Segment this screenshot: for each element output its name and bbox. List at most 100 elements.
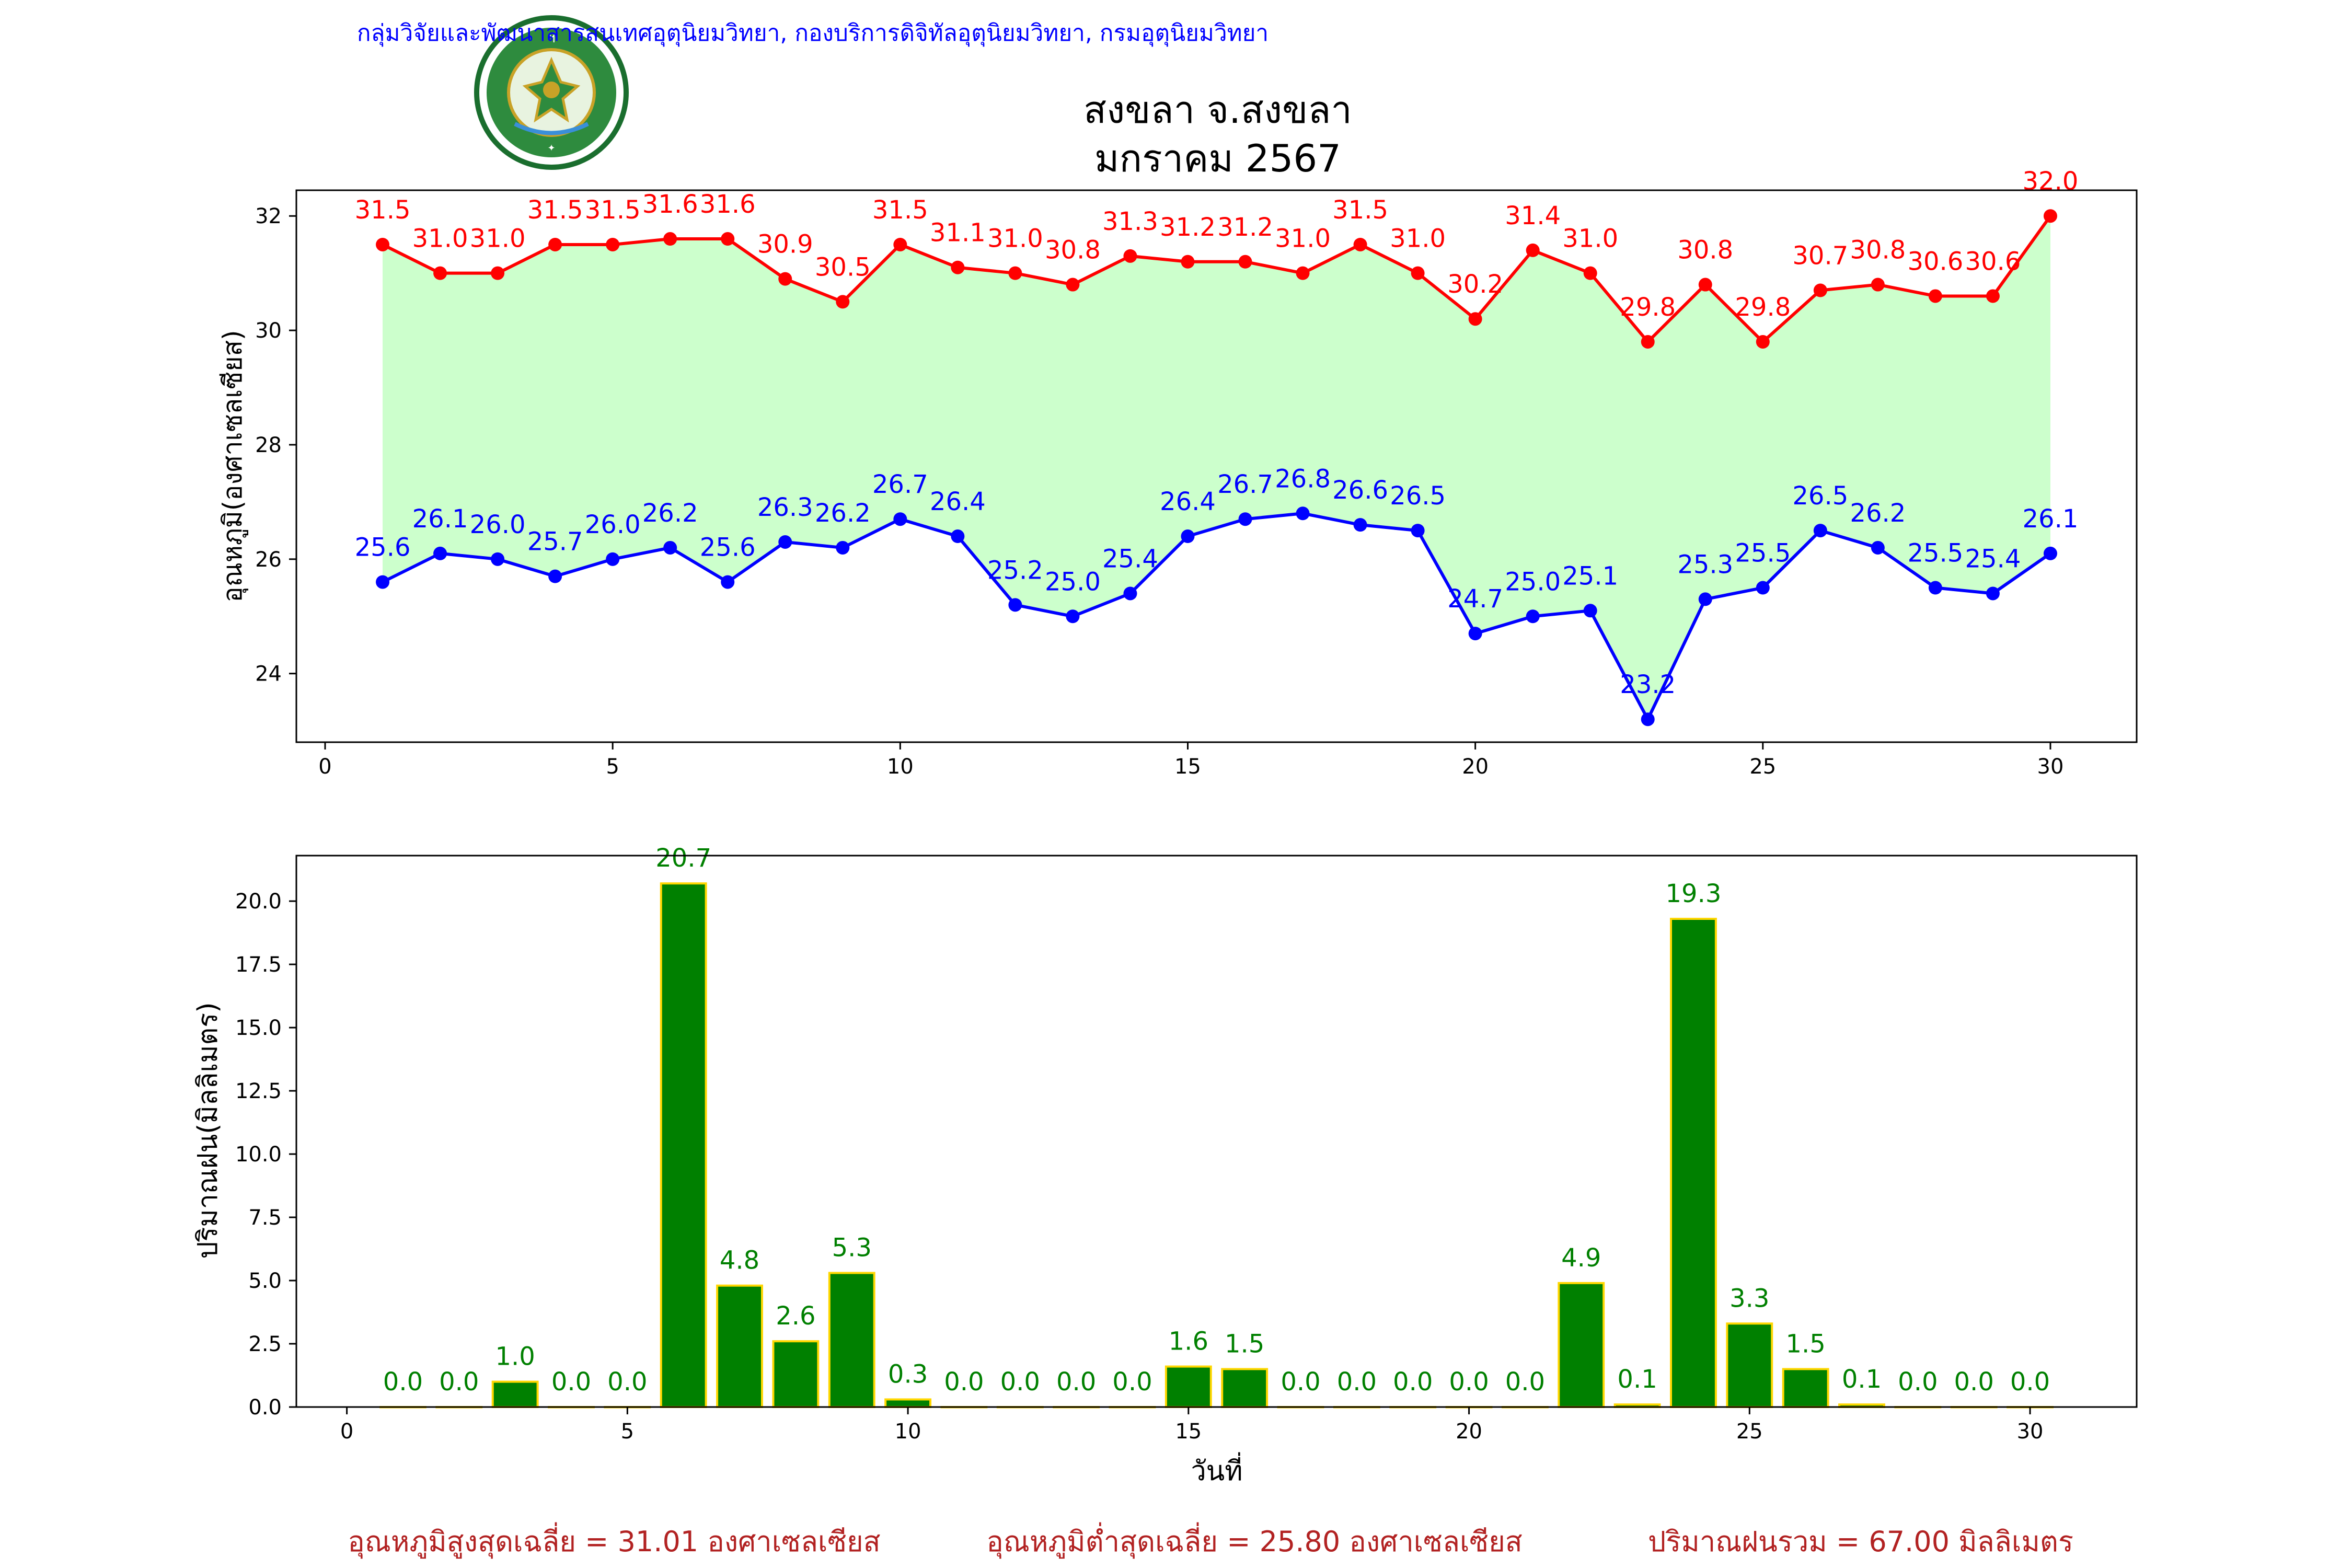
- max-temperature-point-day-19: [1411, 266, 1425, 280]
- min-temperature-point-day-19: [1411, 524, 1425, 538]
- rainfall-bar-day-22: [1558, 1282, 1605, 1408]
- min-temperature-label-day-10: 26.7: [872, 470, 928, 499]
- max-temperature-point-day-7: [721, 232, 735, 246]
- min-temperature-label-day-15: 26.4: [1160, 487, 1216, 516]
- max-temperature-point-day-22: [1583, 266, 1597, 280]
- rainfall-label-day-8: 2.6: [776, 1301, 815, 1331]
- rainfall-label-day-13: 0.0: [1056, 1367, 1096, 1397]
- temperature-x-tick-label: 10: [887, 755, 914, 779]
- max-temperature-label-day-12: 31.0: [987, 224, 1043, 253]
- rainfall-y-tick-label: 15.0: [235, 1016, 282, 1040]
- max-temperature-label-day-17: 31.0: [1275, 224, 1331, 253]
- min-temperature-label-day-12: 25.2: [987, 556, 1043, 585]
- rainfall-label-day-25: 3.3: [1730, 1284, 1769, 1313]
- max-temperature-label-day-11: 31.1: [930, 218, 986, 248]
- min-temperature-label-day-11: 26.4: [930, 487, 986, 516]
- rainfall-label-day-23: 0.1: [1617, 1365, 1657, 1394]
- max-temperature-point-day-14: [1123, 249, 1137, 263]
- min-temperature-label-day-29: 25.4: [1965, 544, 2021, 573]
- rainfall-label-day-2: 0.0: [439, 1367, 479, 1397]
- min-temperature-point-day-13: [1066, 609, 1080, 624]
- min-temperature-point-day-5: [606, 552, 620, 566]
- max-temperature-point-day-23: [1641, 335, 1655, 349]
- min-temperature-point-day-10: [893, 512, 907, 526]
- min-temperature-point-day-7: [721, 575, 735, 589]
- min-temperature-label-day-6: 26.2: [642, 499, 698, 528]
- max-temperature-point-day-9: [836, 295, 850, 309]
- min-temperature-point-day-6: [663, 540, 677, 555]
- min-temperature-point-day-22: [1583, 604, 1597, 618]
- rainfall-label-day-9: 5.3: [832, 1233, 872, 1263]
- temperature-range-fill: [383, 216, 2050, 720]
- rainfall-label-day-11: 0.0: [944, 1367, 984, 1397]
- max-temperature-point-day-1: [376, 237, 390, 251]
- rainfall-bar-day-16: [1221, 1368, 1269, 1408]
- max-temperature-point-day-15: [1181, 255, 1195, 269]
- rainfall-label-day-27: 0.1: [1842, 1365, 1882, 1394]
- rainfall-data-labels-layer: 0.0 0.0 1.0 0.0 0.0 20.7 4.8 2.6 5.3 0.3 0.0 0.0 0.0…: [383, 844, 2050, 1397]
- rainfall-label-day-15: 1.6: [1169, 1327, 1208, 1356]
- rainfall-bar-day-7: [716, 1284, 763, 1409]
- rainfall-label-day-20: 0.0: [1449, 1367, 1489, 1397]
- min-temperature-label-day-13: 25.0: [1045, 567, 1101, 596]
- rainfall-label-day-24: 19.3: [1666, 879, 1722, 908]
- rainfall-x-tick-label: 0: [340, 1420, 353, 1444]
- min-temperature-label-day-8: 26.3: [757, 493, 813, 522]
- rainfall-label-day-14: 0.0: [1112, 1367, 1152, 1397]
- min-temperature-point-day-1: [376, 575, 390, 589]
- rainfall-label-day-1: 0.0: [383, 1367, 423, 1397]
- min-temperature-point-day-23: [1641, 712, 1655, 727]
- max-temperature-label-day-8: 30.9: [757, 230, 813, 259]
- rainfall-x-tick-label: 5: [621, 1420, 634, 1444]
- rainfall-x-tick-label: 10: [895, 1420, 921, 1444]
- max-temperature-label-day-25: 29.8: [1735, 293, 1791, 322]
- temperature-x-tick-label: 30: [2037, 755, 2064, 779]
- max-temperature-point-day-24: [1698, 278, 1712, 292]
- rainfall-y-tick-label: 12.5: [235, 1079, 282, 1103]
- max-temperature-point-day-5: [606, 237, 620, 251]
- min-temperature-label-day-27: 26.2: [1850, 499, 1906, 528]
- temperature-y-tick-label: 32: [255, 204, 282, 228]
- min-temperature-point-day-24: [1698, 592, 1712, 606]
- max-temperature-label-day-15: 31.2: [1160, 213, 1216, 242]
- min-temperature-point-day-28: [1928, 581, 1942, 595]
- summary-average-min-temp: อุณหภูมิต่ำสุดเฉลี่ย = 25.80 องศาเซลเซีย…: [986, 1522, 1522, 1559]
- rainfall-x-tick-label: 15: [1175, 1420, 1202, 1444]
- rainfall-x-tick-label: 20: [1456, 1420, 1482, 1444]
- min-temperature-label-day-28: 25.5: [1907, 539, 1963, 568]
- max-temperature-label-day-28: 30.6: [1907, 247, 1963, 276]
- rainfall-label-day-12: 0.0: [1000, 1367, 1040, 1397]
- min-temperature-label-day-30: 26.1: [2023, 504, 2079, 534]
- temperature-x-tick-label: 0: [318, 755, 331, 779]
- min-temperature-label-day-18: 26.6: [1332, 476, 1388, 505]
- max-temperature-point-day-4: [548, 237, 562, 251]
- max-temperature-point-day-6: [663, 232, 677, 246]
- rainfall-label-day-3: 1.0: [495, 1342, 535, 1371]
- rainfall-y-tick-label: 10.0: [235, 1143, 282, 1167]
- rainfall-bar-day-6: [660, 882, 707, 1408]
- min-temperature-label-day-2: 26.1: [412, 504, 468, 534]
- rainfall-plot: 0.0 0.01.00.0 0.020.74.82.65.30.3 0.0 0.0 0.0…: [192, 844, 2138, 1487]
- min-temperature-label-day-4: 25.7: [527, 527, 583, 557]
- min-temperature-point-day-20: [1468, 627, 1482, 641]
- min-temperature-point-day-11: [951, 529, 965, 544]
- max-temperature-label-day-29: 30.6: [1965, 247, 2021, 276]
- min-temperature-label-day-14: 25.4: [1102, 544, 1158, 573]
- max-temperature-point-day-12: [1008, 266, 1022, 280]
- temperature-x-tick-label: 25: [1749, 755, 1776, 779]
- min-temperature-label-day-22: 25.1: [1562, 561, 1618, 591]
- meteorological-department-logo: ฯ ✦: [474, 15, 629, 170]
- min-temperature-label-day-1: 25.6: [355, 533, 411, 562]
- rainfall-y-tick-label: 0.0: [248, 1396, 282, 1420]
- rainfall-x-axis-label: วันที่: [1191, 1452, 1242, 1487]
- min-temperature-point-day-8: [778, 535, 792, 549]
- max-temperature-point-day-16: [1238, 255, 1252, 269]
- rainfall-label-day-26: 1.5: [1785, 1329, 1825, 1358]
- rainfall-y-tick-label: 7.5: [248, 1206, 282, 1230]
- rainfall-label-day-6: 20.7: [655, 844, 711, 873]
- max-temperature-label-day-9: 30.5: [815, 252, 871, 282]
- min-temperature-label-day-9: 26.2: [815, 499, 871, 528]
- rainfall-x-tick-label: 30: [2017, 1420, 2044, 1444]
- min-temperature-label-day-24: 25.3: [1677, 550, 1733, 579]
- rainfall-y-axis-label: ปริมาณฝน(มิลลิเมตร): [192, 1002, 224, 1259]
